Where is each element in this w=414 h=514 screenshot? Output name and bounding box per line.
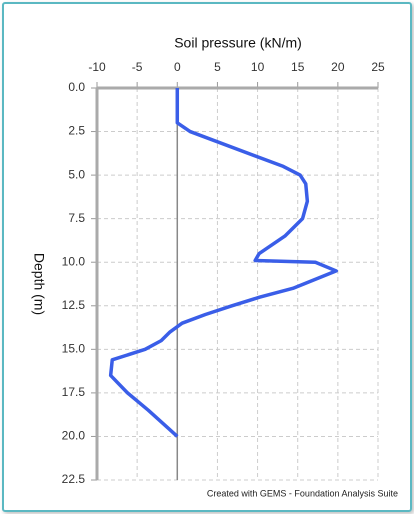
x-tick-label: 10 (251, 60, 265, 74)
x-tick-label: 5 (214, 60, 221, 74)
y-tick-label: 10.0 (62, 254, 86, 268)
x-tick-label: -5 (132, 60, 143, 74)
y-tick-label: 17.5 (62, 385, 86, 399)
y-axis-title: Depth (m) (31, 253, 47, 315)
y-tick-label: 2.5 (68, 124, 85, 138)
y-tick-label: 20.0 (62, 429, 86, 443)
x-tick-label: 20 (331, 60, 345, 74)
y-tick-label: 0.0 (68, 80, 85, 94)
x-tick-label: 0 (174, 60, 181, 74)
footer: Created with GEMS - Foundation Analysis … (207, 488, 398, 498)
y-tick-label: 22.5 (62, 472, 86, 486)
x-tick-label: 25 (371, 60, 385, 74)
x-tick-label: -10 (88, 60, 106, 74)
pressure-line (108, 88, 339, 438)
x-axis-title: Soil pressure (kN/m) (174, 35, 302, 51)
y-tick-label: 12.5 (62, 298, 86, 312)
y-tick-label: 5.0 (68, 167, 85, 181)
y-tick-label: 7.5 (68, 211, 85, 225)
y-tick-label: 15.0 (62, 342, 86, 356)
x-tick-label: 15 (291, 60, 305, 74)
